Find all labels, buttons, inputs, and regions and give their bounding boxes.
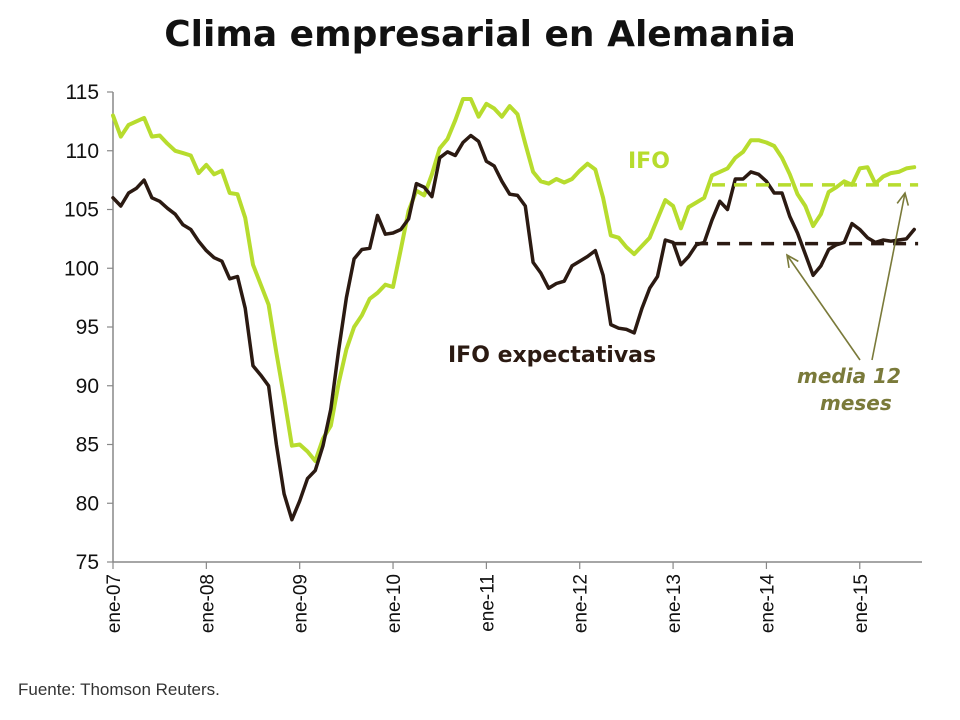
y-tick-label: 100 bbox=[64, 257, 99, 280]
y-tick-label: 110 bbox=[66, 140, 99, 163]
label-ifo: IFO bbox=[628, 149, 670, 174]
label-meses: meses bbox=[820, 391, 892, 415]
y-tick-label: 95 bbox=[76, 316, 99, 339]
y-tick-label: 80 bbox=[76, 492, 99, 515]
chart-reference-lines bbox=[673, 183, 919, 246]
arrow-to-ifo-expectativas-mean-head bbox=[785, 253, 799, 268]
chart-series bbox=[111, 97, 917, 522]
y-tick-label: 85 bbox=[76, 434, 99, 457]
label-media-12: media 12 bbox=[797, 364, 901, 388]
series-line-ifo bbox=[111, 97, 917, 463]
chart-axes bbox=[112, 92, 922, 563]
chart-ticks: 75 80 85 90 95 100 105 110 115 ene-07 ene-08 ene-09… bbox=[64, 81, 872, 633]
arrow-to-ifo-mean-head bbox=[896, 191, 910, 206]
y-tick-label: 90 bbox=[76, 375, 99, 398]
x-tick-label: ene-08 bbox=[197, 574, 218, 633]
y-tick-label: 75 bbox=[76, 551, 99, 574]
chart-title: Clima empresarial en Alemania bbox=[164, 14, 796, 55]
arrow-to-ifo-expectativas-mean bbox=[786, 254, 861, 361]
x-tick-label: ene-14 bbox=[757, 574, 778, 634]
series-line-ifo-expectativas bbox=[111, 133, 916, 522]
x-tick-label: ene-07 bbox=[104, 574, 125, 633]
source-note: Fuente: Thomson Reuters. bbox=[18, 680, 220, 699]
x-tick-label: ene-09 bbox=[291, 574, 312, 633]
chart-annotations: IFO IFO expectativas media 12 meses bbox=[448, 149, 910, 415]
x-tick-label: ene-13 bbox=[664, 574, 685, 633]
y-tick-label: 105 bbox=[64, 199, 99, 222]
x-tick-label: ene-15 bbox=[851, 574, 872, 633]
label-ifo-expectativas: IFO expectativas bbox=[448, 343, 656, 368]
x-tick-label: ene-10 bbox=[384, 574, 405, 633]
x-tick-label: ene-12 bbox=[571, 574, 592, 633]
y-tick-label: 115 bbox=[66, 81, 99, 104]
arrow-to-ifo-mean bbox=[871, 192, 906, 361]
x-tick-label: ene-11 bbox=[477, 574, 498, 632]
